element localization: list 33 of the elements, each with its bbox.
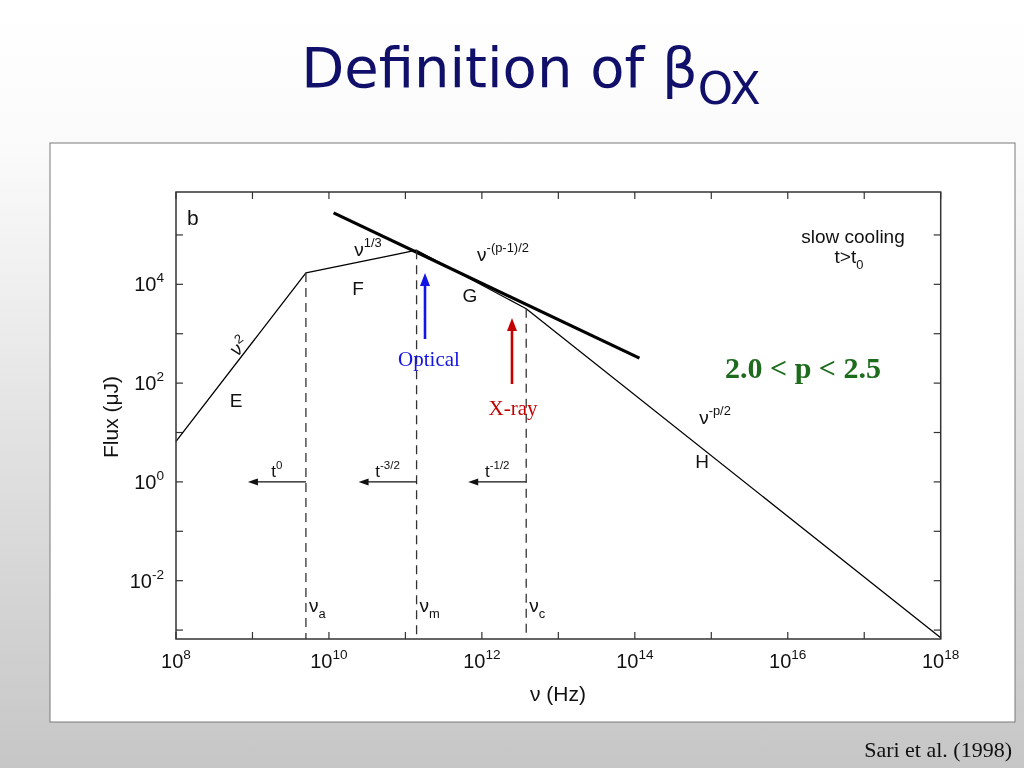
annotation: ν$^{1/3}$ <box>354 235 382 260</box>
y-tick-label: 10$^{-2}$ <box>129 566 164 592</box>
annotation: t>t$_{0}$ <box>834 246 864 272</box>
x-tick-label: 10$^{8}$ <box>161 647 191 672</box>
x-tick-label: 10$^{12}$ <box>463 647 501 672</box>
x-tick-label: 10$^{16}$ <box>769 647 807 672</box>
annotation: ν$^{-p/2}$ <box>699 403 731 428</box>
annotation: 2.0 < p < 2.5 <box>725 351 881 384</box>
annotation: Optical <box>398 347 461 371</box>
annotation: t$^{0}$ <box>271 459 283 481</box>
y-tick-label: 10$^{0}$ <box>134 467 165 493</box>
x-tick-label: 10$^{14}$ <box>616 647 654 672</box>
annotation: F <box>352 277 364 299</box>
x-tick-label: 10$^{18}$ <box>922 647 960 672</box>
annotation: E <box>229 389 243 411</box>
annotation: ν$_{a}$ <box>308 595 327 621</box>
annotation: G <box>462 284 478 306</box>
annotation: ν$_{c}$ <box>529 595 546 621</box>
y-axis-title: Flux (μJ) <box>99 375 122 459</box>
annotation: ν$^{-(p-1)/2}$ <box>477 240 529 265</box>
y-tick-label: 10$^{4}$ <box>134 270 165 296</box>
annotation: t$^{-1/2}$ <box>484 459 510 481</box>
x-axis-title: ν (Hz) <box>530 682 586 705</box>
x-tick-label: 10$^{10}$ <box>310 647 349 672</box>
annotation: X-ray <box>488 396 538 420</box>
y-tick-label: 10$^{2}$ <box>134 369 164 395</box>
annotation: ν$_{m}$ <box>419 595 440 621</box>
chart-title: Definition of β$_{OX}$ <box>301 35 761 115</box>
annotation: t$^{-3/2}$ <box>375 459 400 481</box>
annotation: H <box>695 450 709 472</box>
annotation: b <box>187 206 199 229</box>
annotation: slow cooling <box>801 226 905 247</box>
text: Sari et al. (1998) <box>864 737 1012 762</box>
